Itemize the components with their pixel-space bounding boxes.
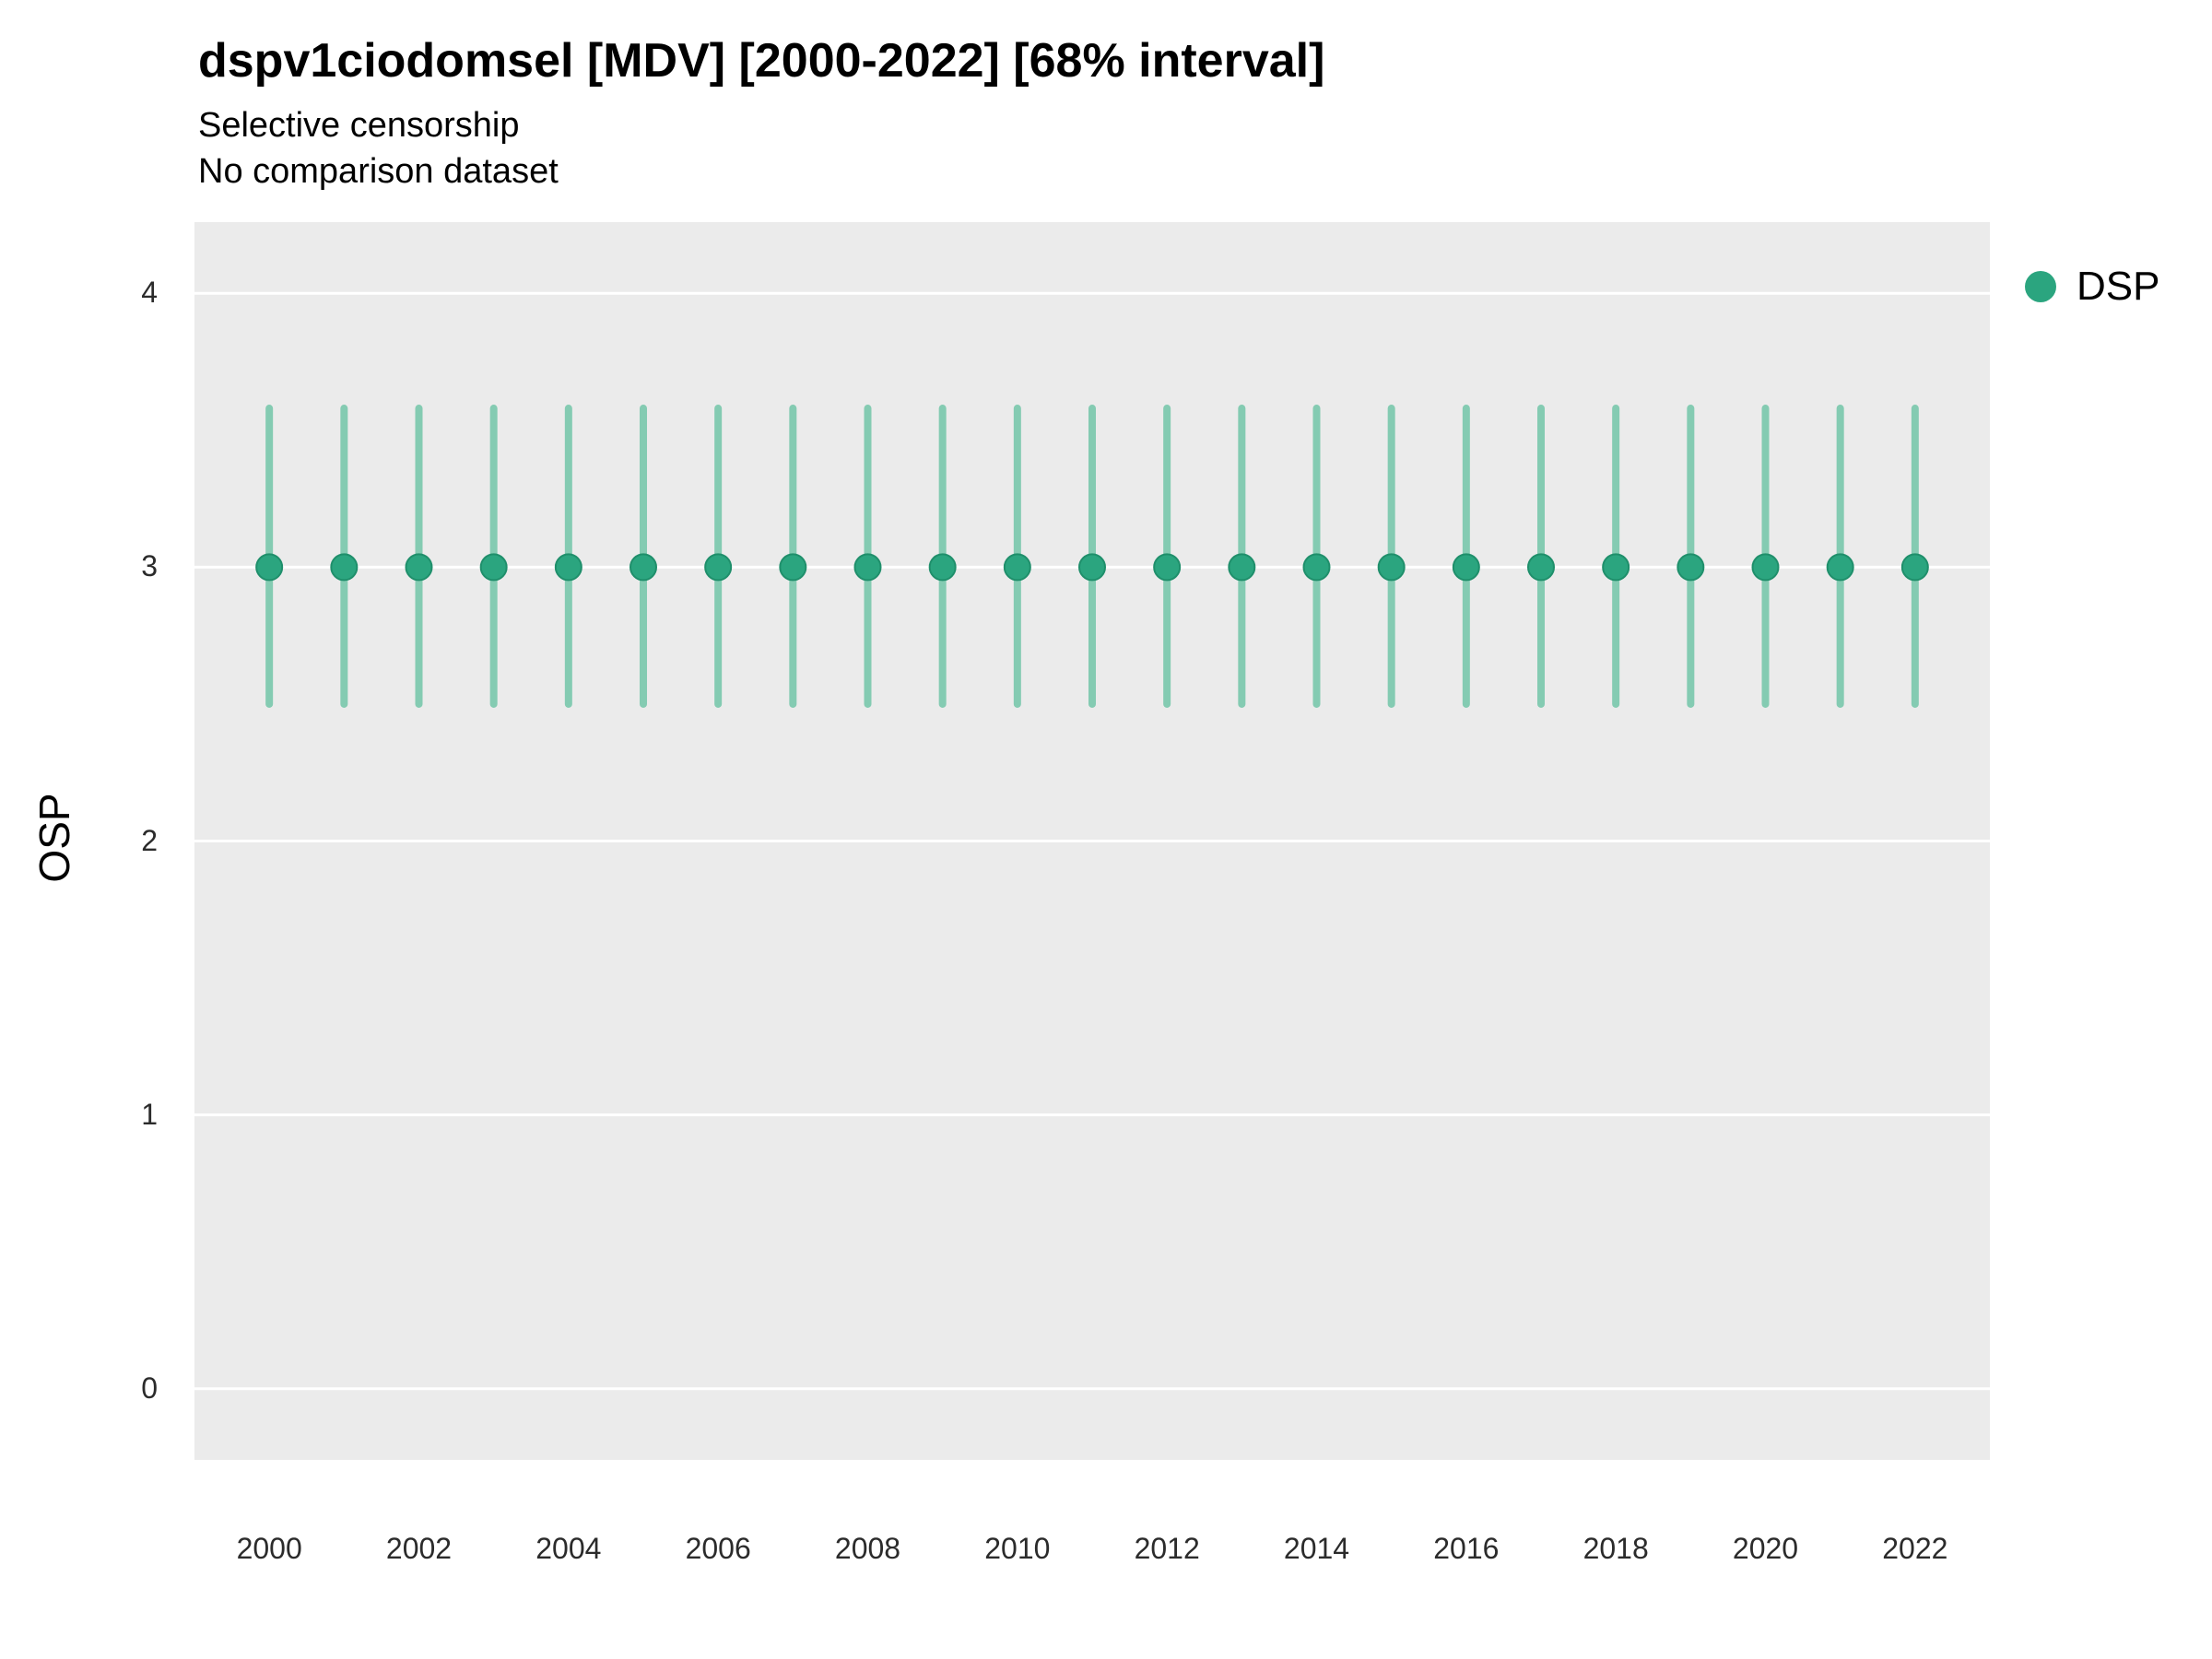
x-tick-label-2018: 2018: [1583, 1532, 1649, 1565]
x-tick-label-2020: 2020: [1732, 1532, 1799, 1565]
data-point: [1228, 553, 1256, 582]
data-point: [1377, 553, 1406, 582]
data-point: [1452, 553, 1480, 582]
data-point: [1078, 553, 1106, 582]
data-point: [554, 553, 582, 582]
x-tick-label-2022: 2022: [1882, 1532, 1948, 1565]
data-point: [1826, 553, 1854, 582]
x-tick-label-2016: 2016: [1433, 1532, 1500, 1565]
x-tick-label-2000: 2000: [236, 1532, 302, 1565]
y-tick-label-3: 3: [141, 549, 158, 583]
x-tick-label-2008: 2008: [834, 1532, 901, 1565]
data-point: [629, 553, 657, 582]
data-point: [1003, 553, 1031, 582]
data-point: [1677, 553, 1705, 582]
x-tick-label-2010: 2010: [984, 1532, 1051, 1565]
legend: DSP: [2025, 264, 2159, 310]
x-tick-label-2002: 2002: [385, 1532, 453, 1565]
chart-title: dspv1ciodomsel [MDV] [2000-2022] [68% in…: [198, 34, 1325, 88]
x-tick-label-2006: 2006: [685, 1532, 751, 1565]
data-point: [1527, 553, 1555, 582]
chart-subtitle-line1: Selective censorship: [198, 106, 520, 146]
data-point: [1153, 553, 1182, 582]
data-point: [330, 553, 359, 582]
chart-subtitle-line2: No comparison dataset: [198, 152, 559, 192]
data-point: [1302, 553, 1331, 582]
y-tick-label-1: 1: [141, 1097, 158, 1131]
x-tick-label-2004: 2004: [535, 1532, 602, 1565]
chart-header: dspv1ciodomsel [MDV] [2000-2022] [68% in…: [198, 34, 1325, 195]
x-tick-label-2012: 2012: [1134, 1532, 1200, 1565]
y-tick-label-4: 4: [141, 276, 158, 310]
y-tick-label-2: 2: [141, 823, 158, 857]
legend-dot-icon: [2025, 271, 2056, 302]
data-point: [853, 553, 882, 582]
data-point: [1602, 553, 1630, 582]
data-point: [255, 553, 284, 582]
data-point: [1900, 553, 1929, 582]
data-point: [928, 553, 957, 582]
data-point: [1751, 553, 1780, 582]
plot-panel: [194, 222, 1990, 1460]
data-point: [704, 553, 733, 582]
data-point: [479, 553, 508, 582]
y-tick-label-0: 0: [141, 1371, 158, 1405]
data-point: [405, 553, 433, 582]
data-point: [779, 553, 807, 582]
legend-label: DSP: [2077, 264, 2160, 309]
x-tick-label-2014: 2014: [1283, 1532, 1350, 1565]
